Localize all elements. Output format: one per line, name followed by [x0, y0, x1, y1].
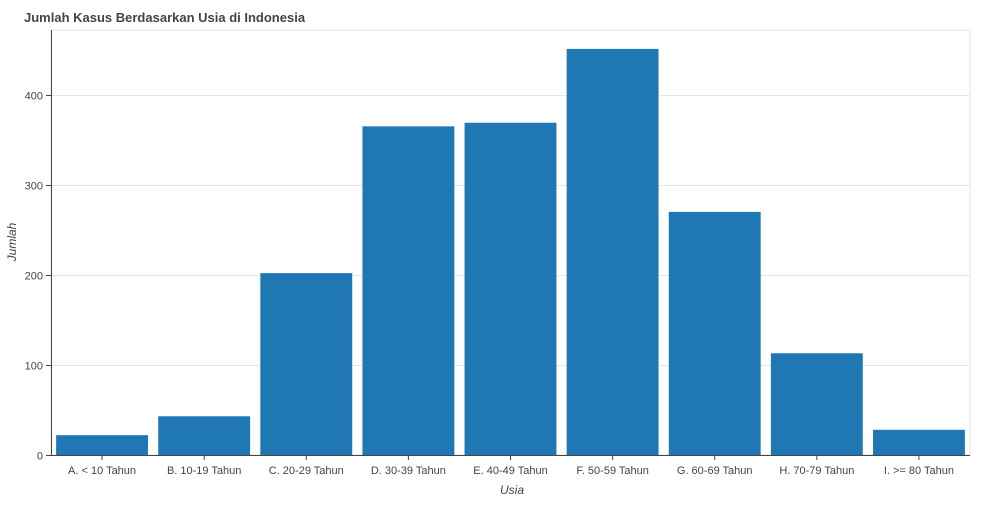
y-tick-label: 100 [25, 361, 43, 373]
x-tick-label: B. 10-19 Tahun [167, 465, 241, 477]
x-tick-label: F. 50-59 Tahun [576, 465, 649, 477]
y-tick-label: 300 [25, 181, 43, 193]
bars [56, 48, 965, 455]
x-tick-label: E. 40-49 Tahun [473, 465, 547, 477]
bar [668, 211, 761, 455]
bar [872, 429, 965, 455]
bar [260, 273, 353, 455]
x-tick-label: C. 20-29 Tahun [269, 465, 344, 477]
x-tick-label: A. < 10 Tahun [68, 465, 136, 477]
chart-title: Jumlah Kasus Berdasarkan Usia di Indones… [24, 10, 306, 25]
y-axis-label: Jumlah [5, 222, 19, 262]
x-tick-label: D. 30-39 Tahun [371, 465, 446, 477]
y-tick-label: 0 [37, 451, 43, 463]
y-tick-label: 400 [25, 91, 43, 103]
bar [566, 48, 659, 455]
y-tick-label: 200 [25, 271, 43, 283]
axes [46, 30, 970, 460]
bar [158, 416, 251, 455]
bar [362, 126, 455, 455]
x-axis-label: Usia [500, 483, 524, 497]
bar [770, 353, 863, 455]
bar [464, 122, 557, 455]
bar [56, 435, 149, 455]
tick-labels: 0 100 200 300 400 A. < 10 Tahun B. 10-19 Tahun… [25, 91, 954, 478]
x-tick-label: H. 70-79 Tahun [779, 465, 854, 477]
x-tick-label: I. >= 80 Tahun [884, 465, 954, 477]
x-tick-label: G. 60-69 Tahun [677, 465, 753, 477]
